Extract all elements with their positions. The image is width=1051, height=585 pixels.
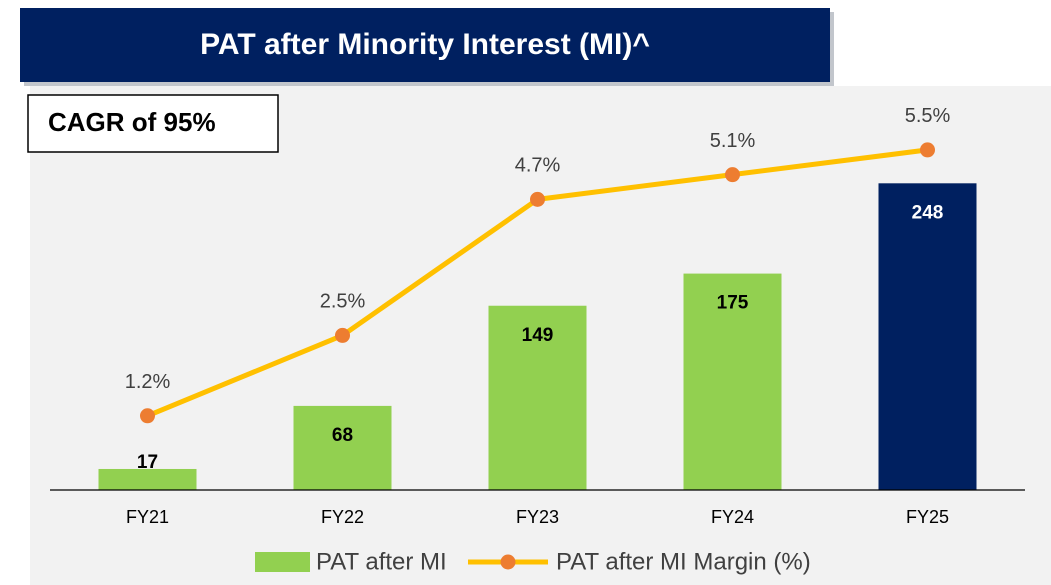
title-banner xyxy=(20,8,830,82)
line-value-label: 2.5% xyxy=(320,291,366,313)
line-marker xyxy=(920,142,935,158)
legend-label: PAT after MI xyxy=(316,548,447,575)
bar xyxy=(488,305,587,490)
line-value-label: 1.2% xyxy=(125,371,171,393)
bar-value-label: 248 xyxy=(912,202,944,223)
x-tick-label: FY25 xyxy=(906,507,949,527)
annotation-box xyxy=(27,94,279,153)
legend-label: PAT after MI Margin (%) xyxy=(556,548,811,575)
legend-swatch xyxy=(255,552,310,572)
x-tick-label: FY24 xyxy=(711,507,754,527)
bar xyxy=(878,183,977,490)
line-marker xyxy=(335,327,350,343)
bar xyxy=(98,468,197,490)
line-marker xyxy=(530,191,545,207)
legend-swatch xyxy=(500,554,516,570)
bar-value-label: 17 xyxy=(137,452,158,473)
line-value-label: 4.7% xyxy=(515,155,561,177)
x-tick-label: FY23 xyxy=(516,507,559,527)
bar-value-label: 175 xyxy=(717,293,749,314)
line-marker xyxy=(140,408,155,424)
bar-value-label: 149 xyxy=(522,325,554,346)
bar xyxy=(293,405,392,490)
annotation: CAGR of 95% xyxy=(48,107,216,137)
x-tick-label: FY21 xyxy=(126,507,169,527)
line-marker xyxy=(725,167,740,183)
chart-title: PAT after Minority Interest (MI)^ xyxy=(200,28,650,61)
bar xyxy=(683,273,782,490)
x-tick-label: FY22 xyxy=(321,507,364,527)
bar-value-label: 68 xyxy=(332,425,353,446)
line-value-label: 5.1% xyxy=(710,130,756,152)
line-value-label: 5.5% xyxy=(905,105,951,127)
